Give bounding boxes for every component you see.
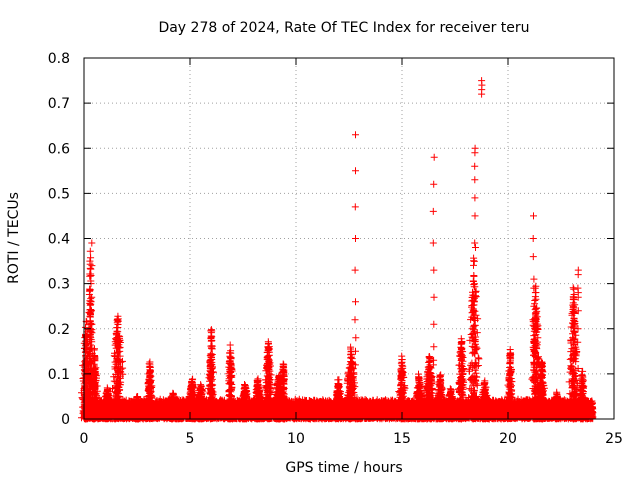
y-tick-label: 0.2 xyxy=(48,322,70,338)
axis-ticks xyxy=(83,57,615,420)
y-tick-label: 0.8 xyxy=(48,51,70,67)
y-tick-label: 0.3 xyxy=(48,277,70,293)
x-tick-label: 10 xyxy=(287,431,305,447)
x-tick-label: 15 xyxy=(393,431,411,447)
roti-markers xyxy=(78,77,597,423)
y-tick-label: 0.6 xyxy=(48,141,70,157)
tick-labels: 0 5 10 15 20 25 0 0.1 0.2 0.3 0.4 0.5 0.6 0.7 0.8 xyxy=(48,51,623,447)
y-tick-label: 0.1 xyxy=(48,367,70,383)
x-tick-label: 0 xyxy=(80,431,89,447)
y-tick-label: 0.7 xyxy=(48,96,70,112)
x-axis-label: GPS time / hours xyxy=(285,460,402,476)
y-tick-label: 0 xyxy=(61,412,70,428)
data-points xyxy=(78,77,597,423)
chart-title: Day 278 of 2024, Rate Of TEC Index for r… xyxy=(158,20,529,36)
x-tick-label: 20 xyxy=(499,431,517,447)
x-tick-label: 25 xyxy=(605,431,623,447)
y-tick-label: 0.4 xyxy=(48,232,70,248)
y-tick-label: 0.5 xyxy=(48,186,70,202)
x-tick-label: 5 xyxy=(186,431,195,447)
y-axis-label: ROTI / TECUs xyxy=(6,192,22,284)
